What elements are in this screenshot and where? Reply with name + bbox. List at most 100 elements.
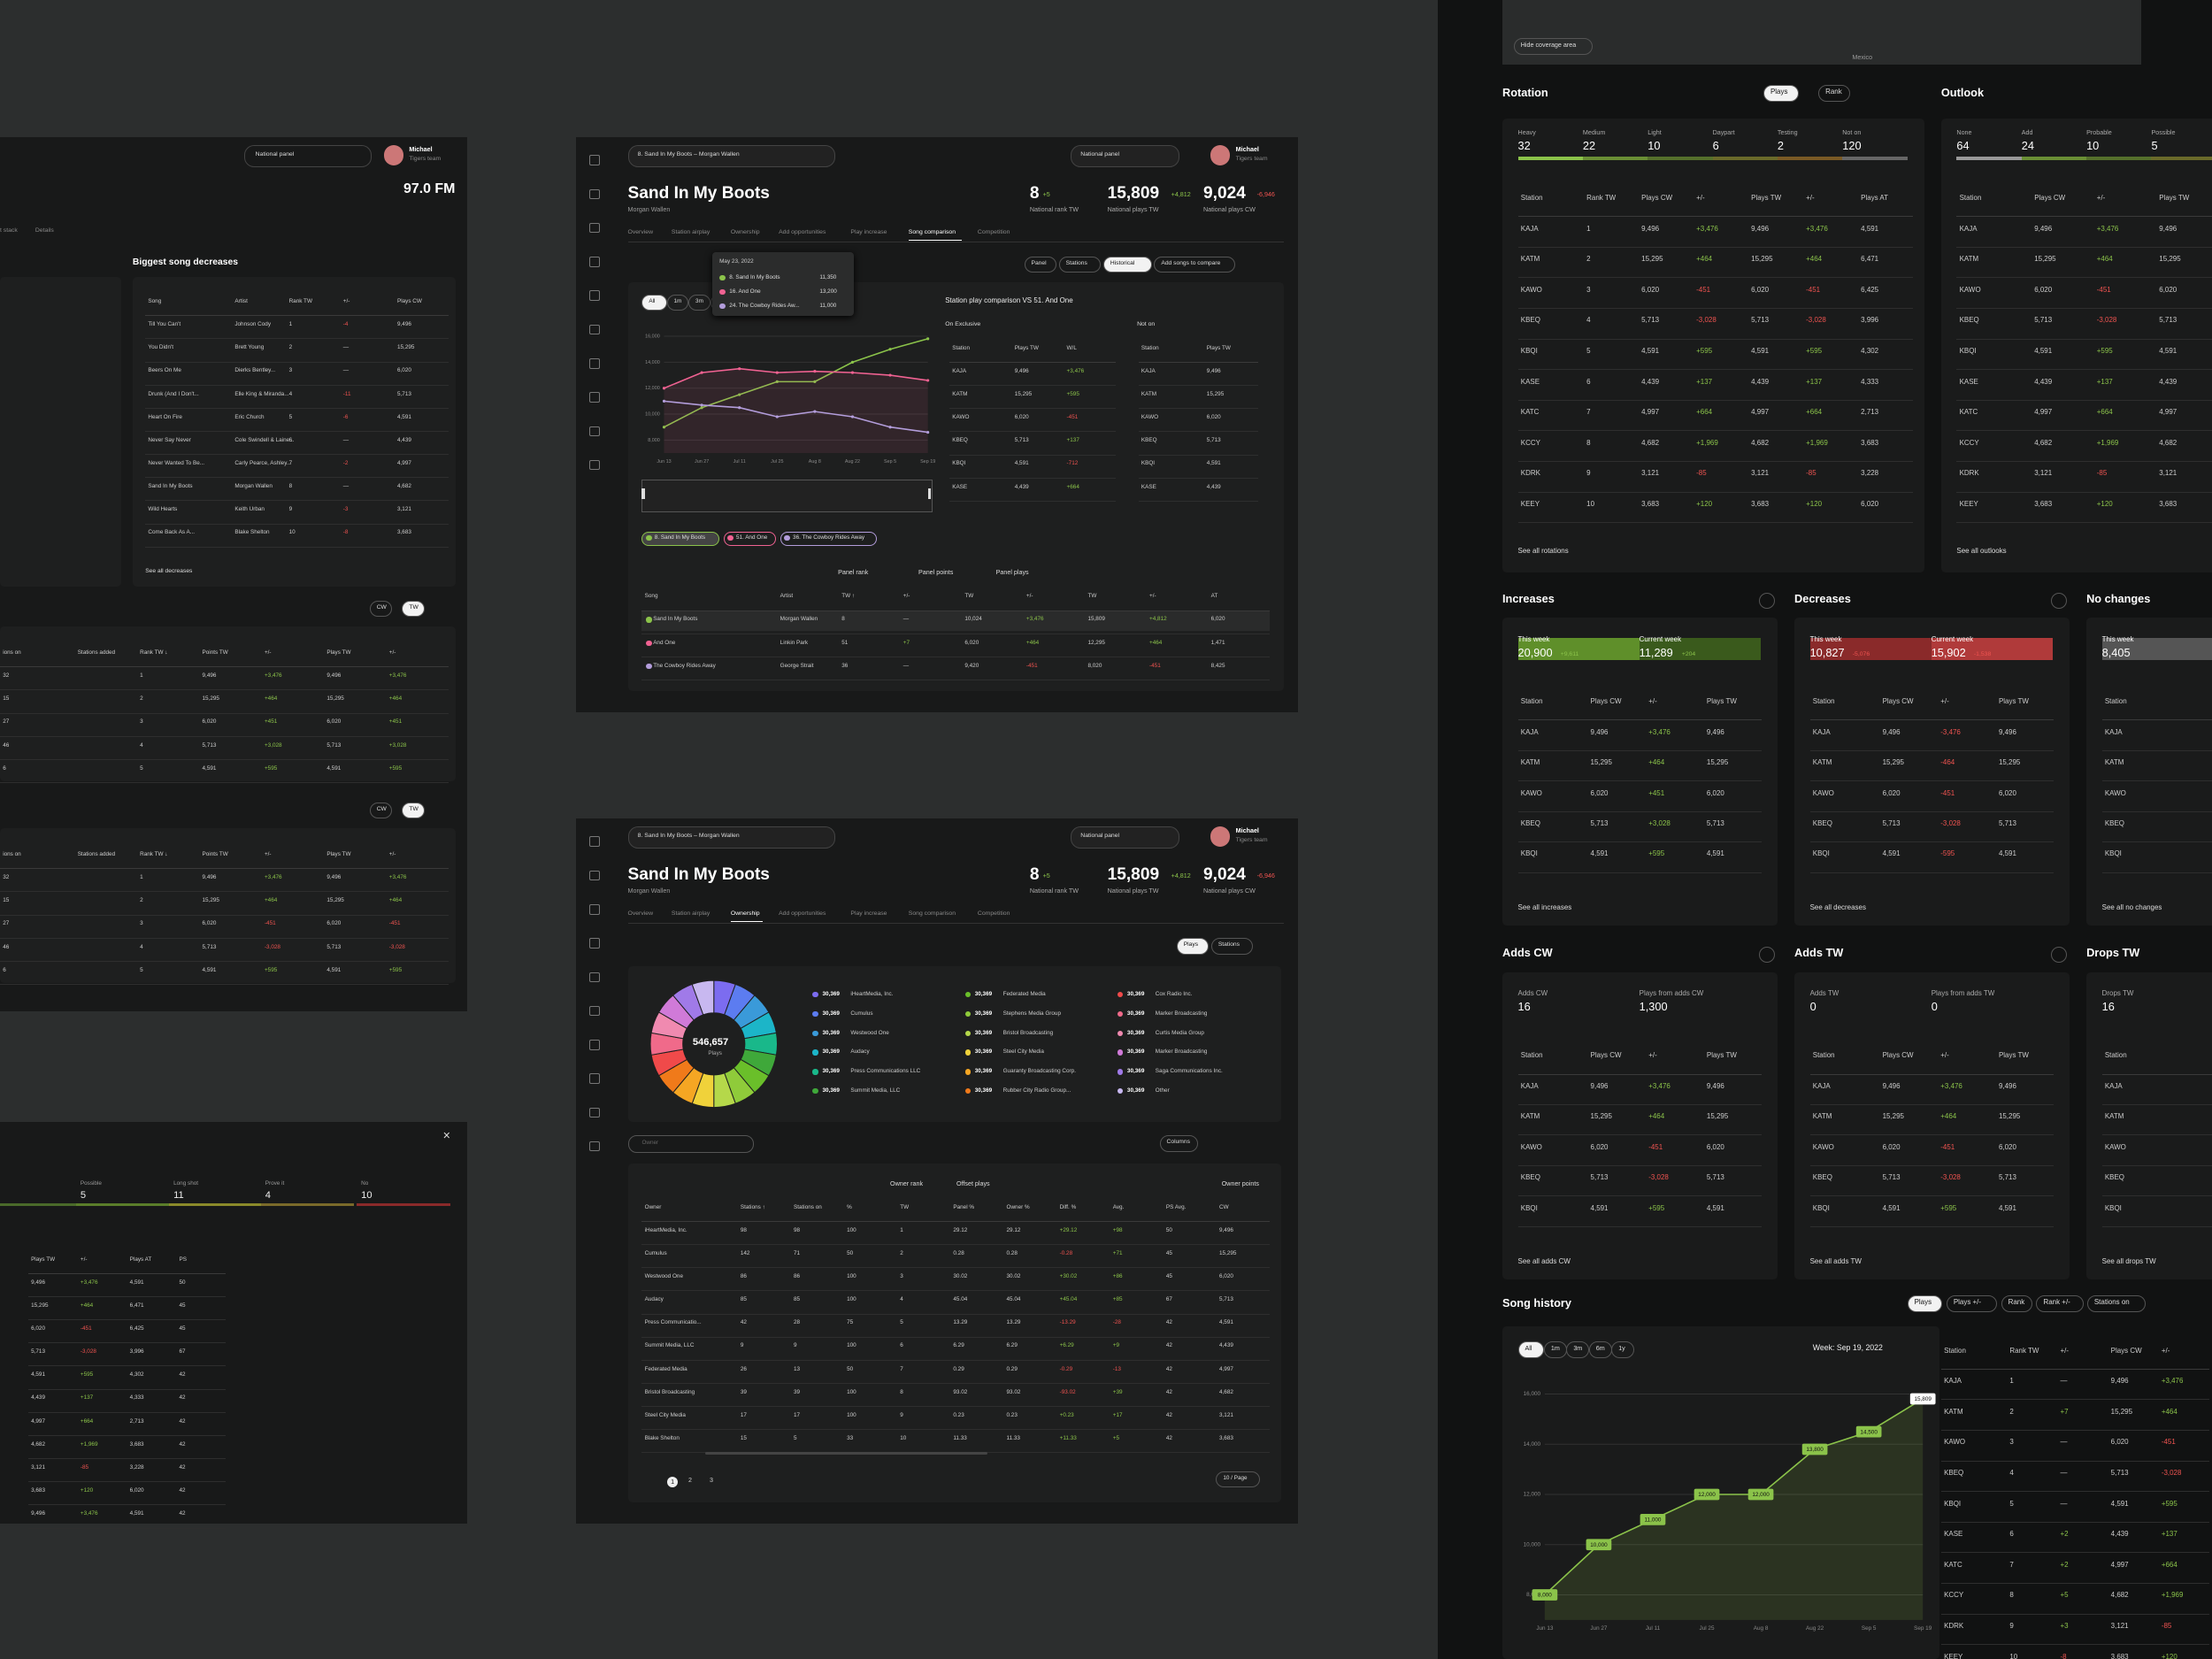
- tab[interactable]: Ownership: [730, 228, 760, 235]
- button[interactable]: [2086, 1294, 2147, 1313]
- tab[interactable]: Song comparison: [908, 228, 956, 235]
- button-label[interactable]: Stations: [1065, 259, 1087, 266]
- link[interactable]: See all outlooks: [1956, 546, 2007, 555]
- button[interactable]: [1588, 1341, 1612, 1358]
- sidebar-icon[interactable]: [589, 870, 601, 881]
- select[interactable]: [243, 145, 372, 167]
- tab[interactable]: Station airplay: [671, 910, 710, 917]
- tab[interactable]: Overview: [627, 910, 654, 917]
- button[interactable]: [402, 601, 425, 618]
- tab[interactable]: Play increase: [850, 910, 887, 917]
- legend-chip[interactable]: [723, 532, 777, 547]
- tab[interactable]: Add opportunities: [779, 910, 826, 917]
- button-label[interactable]: Hide coverage area: [1520, 41, 1577, 49]
- button-label[interactable]: Stations on: [2093, 1298, 2130, 1307]
- button-label[interactable]: Plays +/-: [1953, 1298, 1982, 1307]
- link[interactable]: See all decreases: [145, 567, 193, 574]
- search-placeholder[interactable]: Owner: [641, 1140, 659, 1147]
- sidebar-icon[interactable]: [589, 972, 601, 983]
- tab[interactable]: Station airplay: [671, 228, 710, 235]
- page-button[interactable]: 2: [688, 1477, 693, 1485]
- tab[interactable]: Overview: [627, 228, 654, 235]
- button[interactable]: [1159, 1135, 1199, 1152]
- link[interactable]: See all decreases: [1809, 903, 1866, 911]
- select[interactable]: [627, 826, 836, 849]
- legend-chip[interactable]: [641, 532, 720, 547]
- button[interactable]: [1024, 257, 1056, 273]
- tab[interactable]: Song comparison: [908, 910, 956, 917]
- button-label[interactable]: 6m: [1595, 1345, 1605, 1353]
- sidebar-icon[interactable]: [589, 1073, 601, 1084]
- button-label[interactable]: Panel: [1031, 259, 1047, 266]
- button-label[interactable]: Plays: [1183, 941, 1199, 949]
- filter-select[interactable]: On Exclusive: [945, 320, 981, 327]
- button[interactable]: [666, 295, 689, 311]
- sidebar-icon[interactable]: [589, 392, 601, 403]
- button[interactable]: [641, 295, 667, 311]
- button[interactable]: [1216, 1471, 1260, 1487]
- sidebar-icon[interactable]: [589, 324, 601, 335]
- sidebar-icon[interactable]: [589, 426, 601, 437]
- button[interactable]: [369, 803, 393, 819]
- panel-select[interactable]: National panel: [1080, 151, 1120, 158]
- button[interactable]: [1102, 257, 1152, 273]
- tab[interactable]: Add opportunities: [779, 228, 826, 235]
- sidebar-icon[interactable]: [589, 257, 601, 267]
- button[interactable]: [688, 295, 710, 311]
- link[interactable]: See all adds TW: [1809, 1257, 1862, 1266]
- button[interactable]: [1154, 257, 1235, 273]
- song-select[interactable]: 8. Sand In My Boots – Morgan Wallen: [637, 833, 740, 840]
- sidebar-icon[interactable]: [589, 836, 601, 848]
- button[interactable]: [1176, 938, 1210, 955]
- button-label[interactable]: CW: [376, 805, 387, 812]
- button-label[interactable]: Stations: [1217, 941, 1240, 949]
- button-label[interactable]: 3m: [1573, 1345, 1583, 1353]
- sidebar-icon[interactable]: [589, 904, 601, 915]
- sidebar-icon[interactable]: [589, 1040, 601, 1050]
- button[interactable]: [1818, 84, 1850, 103]
- select[interactable]: [1071, 145, 1180, 167]
- button-label[interactable]: Historical: [1110, 259, 1135, 266]
- sidebar-icon[interactable]: [589, 1107, 601, 1118]
- page-button[interactable]: 3: [709, 1477, 713, 1485]
- button-label[interactable]: Add songs to compare: [1161, 259, 1221, 266]
- button[interactable]: [1058, 257, 1102, 273]
- tab[interactable]: Play increase: [850, 228, 887, 235]
- song-select[interactable]: 8. Sand In My Boots – Morgan Wallen: [637, 151, 740, 158]
- menu-button[interactable]: [1759, 946, 1776, 963]
- link[interactable]: See all no changes: [2101, 903, 2162, 911]
- button[interactable]: [1907, 1294, 1943, 1313]
- search-box[interactable]: [627, 1135, 754, 1153]
- menu-button[interactable]: [2051, 592, 2068, 609]
- panel-select[interactable]: National panel: [255, 151, 295, 158]
- sidebar-icon[interactable]: [589, 290, 601, 301]
- sidebar-icon[interactable]: [589, 188, 601, 200]
- button[interactable]: [1513, 38, 1593, 55]
- button-label[interactable]: Plays: [1914, 1298, 1932, 1307]
- button-label[interactable]: 1y: [1618, 1345, 1625, 1353]
- button-label[interactable]: 1m: [1550, 1345, 1560, 1353]
- button[interactable]: [1517, 1341, 1545, 1358]
- button-label[interactable]: All: [1525, 1345, 1532, 1353]
- week-select[interactable]: Week: Sep 19, 2022: [1812, 1343, 1883, 1353]
- tab[interactable]: Competition: [977, 228, 1010, 235]
- tab[interactable]: Competition: [977, 910, 1010, 917]
- link[interactable]: See all drops TW: [2101, 1257, 2156, 1266]
- legend-label[interactable]: 8. Sand In My Boots: [654, 534, 706, 541]
- tab[interactable]: Details: [35, 227, 54, 234]
- button[interactable]: [1763, 84, 1799, 103]
- button-label[interactable]: 3m: [695, 298, 703, 304]
- legend-chip[interactable]: [780, 532, 877, 547]
- button-label[interactable]: Plays: [1770, 88, 1788, 96]
- button[interactable]: [2001, 1294, 2033, 1313]
- panel-select[interactable]: National panel: [1080, 833, 1120, 840]
- button[interactable]: [1611, 1341, 1635, 1358]
- compare-select[interactable]: Station play comparison VS 51. And One: [945, 296, 1073, 305]
- legend-label[interactable]: 51. And One: [735, 534, 768, 541]
- button-label[interactable]: All: [649, 298, 656, 304]
- button-label[interactable]: TW: [409, 805, 419, 812]
- button[interactable]: [369, 601, 393, 618]
- button[interactable]: [1543, 1341, 1567, 1358]
- select[interactable]: [627, 145, 836, 167]
- button[interactable]: [2036, 1294, 2084, 1313]
